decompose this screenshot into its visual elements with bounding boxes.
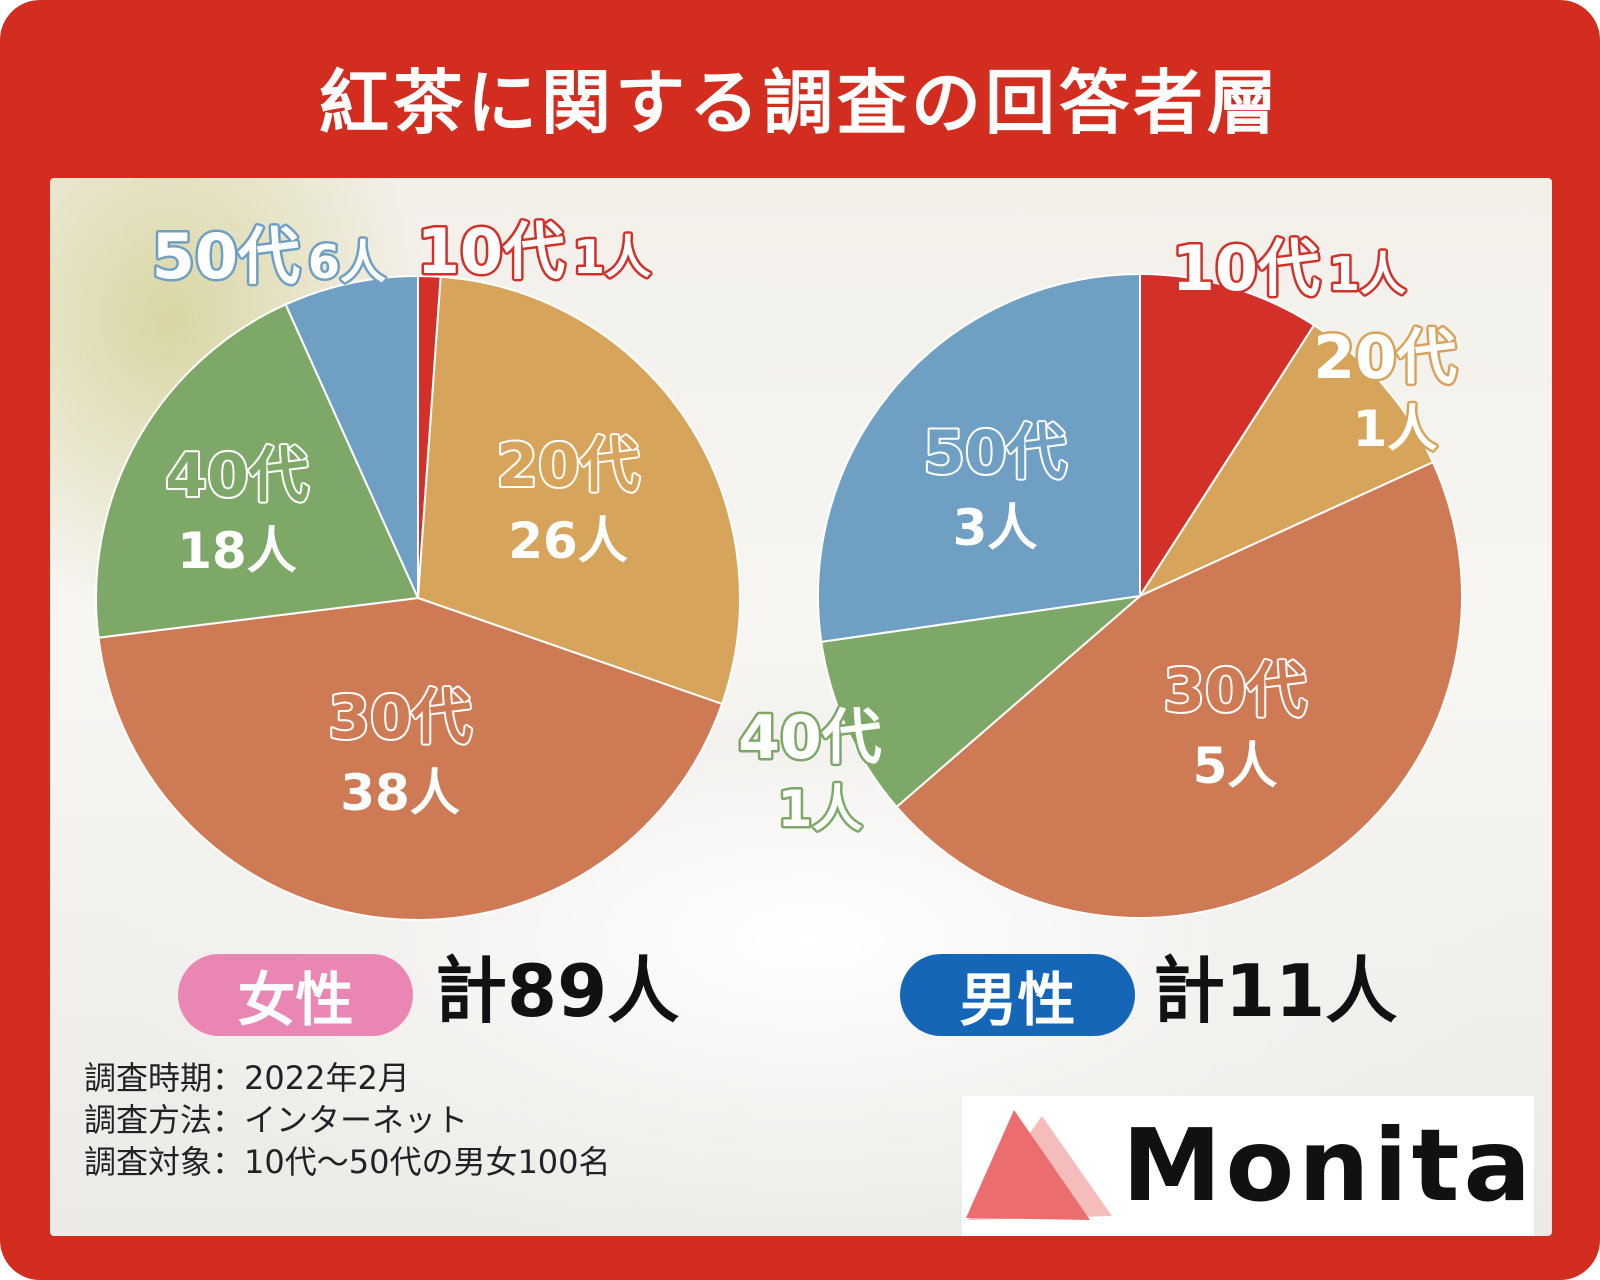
male-label: 男性 [900, 954, 1135, 1036]
male-slice-10s [1139, 272, 1316, 600]
chart-panel: 10代 1人 20代 26人 30代 38人 40代 18人 50代 6人 10代 1人 20代 1人 30… [50, 178, 1552, 1236]
female-label: 女性 [178, 954, 413, 1036]
female-pie [95, 274, 741, 921]
male-label-40s-category: 40代 [738, 703, 882, 773]
female-label-50s-value: 6人 [308, 235, 386, 289]
survey-method: 調査方法：インターネット [84, 1101, 469, 1139]
female-label-30s-value: 38人 [340, 764, 460, 822]
female-slice-50s [284, 274, 419, 599]
female-label-10s-category: 10代 [417, 215, 565, 288]
female-slice-30s [97, 596, 724, 921]
logo-triangle-icon [966, 1110, 1112, 1220]
female-label-50s-category: 50代 [152, 220, 300, 293]
male-slice-30s [895, 460, 1463, 919]
female-slice-20s [416, 275, 741, 706]
male-label-20s-category: 20代 [1313, 323, 1457, 393]
monita-logo: Monita [962, 1096, 1534, 1236]
logo-text: Monita [1122, 1107, 1535, 1224]
female-label-20s-category: 20代 [496, 431, 640, 501]
male-slice-20s [1137, 323, 1435, 599]
female-label-10s-value: 1人 [573, 230, 651, 284]
female-label-30s-category: 30代 [328, 683, 472, 753]
male-label-50s-category: 50代 [923, 418, 1067, 488]
survey-period: 調査時期：2022年2月 [84, 1059, 410, 1097]
male-label-10s-value: 1人 [1328, 247, 1406, 301]
male-slice-50s [817, 272, 1141, 643]
male-label-50s-value: 3人 [953, 499, 1038, 557]
survey-target: 調査対象：10代〜50代の男女100名 [84, 1143, 611, 1181]
female-label-40s-value: 18人 [177, 522, 297, 580]
male-label-30s-category: 30代 [1163, 656, 1307, 726]
male-label-40s-value: 1人 [778, 780, 863, 838]
male-slice-40s [820, 594, 1144, 809]
female-slice-40s [95, 303, 420, 639]
male-pie [817, 272, 1463, 919]
male-label-10s-category: 10代 [1172, 232, 1320, 305]
male-label-30s-value: 5人 [1193, 737, 1278, 795]
female-label-40s-category: 40代 [165, 441, 309, 511]
female-label-20s-value: 26人 [508, 512, 628, 570]
male-total: 計11人 [1153, 949, 1398, 1033]
male-label-20s-value: 1人 [1353, 400, 1438, 458]
page-title: 紅茶に関する調査の回答者層 [319, 61, 1281, 144]
female-total: 計89人 [435, 949, 680, 1033]
